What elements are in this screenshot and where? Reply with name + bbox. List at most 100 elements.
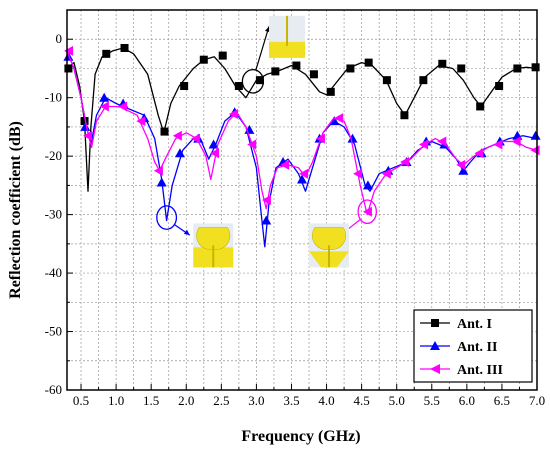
data-point-ant-1 bbox=[218, 51, 227, 60]
legend-label-ant-3: Ant. III bbox=[457, 363, 503, 378]
legend-entry-ant-2: Ant. II bbox=[420, 340, 497, 355]
highlight-circle-1 bbox=[241, 68, 265, 94]
data-point-ant-2 bbox=[261, 215, 272, 225]
data-point-ant-1 bbox=[64, 64, 73, 73]
x-tick-label: 1.0 bbox=[108, 393, 124, 408]
highlight-circle-2 bbox=[156, 205, 178, 230]
x-tick-label: 2.0 bbox=[178, 393, 194, 408]
x-tick-label: 2.5 bbox=[213, 393, 229, 408]
data-point-ant-3 bbox=[474, 148, 484, 159]
data-point-ant-1 bbox=[292, 61, 301, 70]
data-point-ant-2 bbox=[297, 174, 307, 184]
data-point-ant-3 bbox=[99, 101, 109, 112]
antenna-three-inset bbox=[309, 223, 350, 268]
y-tick-label: 0 bbox=[56, 31, 63, 46]
data-point-ant-3 bbox=[83, 130, 93, 141]
monopole-strip bbox=[286, 15, 289, 46]
x-tick-label: 5.0 bbox=[389, 393, 405, 408]
data-point-ant-1 bbox=[457, 64, 466, 73]
legend-entry-ant-3: Ant. III bbox=[420, 363, 503, 378]
x-tick-label: 4.0 bbox=[318, 393, 334, 408]
data-point-ant-3 bbox=[136, 116, 146, 127]
data-point-ant-2 bbox=[347, 133, 358, 143]
data-point-ant-1 bbox=[382, 76, 391, 85]
antenna-one-inset bbox=[269, 15, 306, 58]
highlight-circle-3 bbox=[357, 199, 378, 225]
data-point-ant-3 bbox=[362, 206, 372, 217]
data-point-ant-3 bbox=[153, 165, 163, 176]
data-point-ant-2 bbox=[63, 51, 74, 61]
legend-label-ant-1: Ant. I bbox=[457, 317, 492, 332]
data-point-ant-3 bbox=[261, 195, 271, 205]
data-point-ant-1 bbox=[255, 76, 264, 85]
data-point-ant-3 bbox=[493, 139, 503, 150]
y-tick-label: -40 bbox=[45, 265, 62, 280]
x-tick-label: 4.5 bbox=[354, 393, 370, 408]
data-point-ant-3 bbox=[172, 130, 182, 141]
series-line-ant-1 bbox=[66, 47, 538, 192]
series-line-ant-3 bbox=[66, 50, 538, 216]
legend-label-ant-2: Ant. II bbox=[457, 340, 497, 355]
data-point-ant-1 bbox=[102, 49, 111, 58]
y-tick-label: -10 bbox=[45, 90, 62, 105]
data-point-ant-3 bbox=[118, 101, 128, 112]
data-point-ant-2 bbox=[329, 116, 340, 126]
data-point-ant-3 bbox=[280, 159, 290, 170]
legend-marker-ant-1 bbox=[431, 319, 439, 327]
data-point-ant-1 bbox=[346, 64, 355, 73]
data-point-ant-3 bbox=[247, 139, 257, 150]
x-tick-label: 1.5 bbox=[143, 393, 159, 408]
data-point-ant-2 bbox=[174, 148, 185, 158]
data-point-ant-3 bbox=[419, 139, 429, 150]
data-point-ant-1 bbox=[160, 127, 169, 136]
data-point-ant-3 bbox=[191, 133, 201, 144]
x-tick-label: 6.0 bbox=[459, 393, 475, 408]
data-point-ant-3 bbox=[334, 113, 344, 124]
data-point-ant-2 bbox=[244, 124, 255, 134]
x-tick-label: 6.5 bbox=[494, 393, 510, 408]
legend: Ant. I Ant. II Ant. III bbox=[413, 309, 533, 383]
data-point-ant-2 bbox=[208, 139, 219, 149]
data-point-ant-3 bbox=[299, 168, 309, 179]
x-tick-label: 3.0 bbox=[248, 393, 264, 408]
data-point-ant-2 bbox=[512, 130, 523, 140]
data-point-ant-3 bbox=[456, 159, 466, 170]
series-ant-3 bbox=[64, 45, 540, 217]
data-point-ant-3 bbox=[353, 168, 363, 179]
data-point-ant-1 bbox=[199, 55, 208, 64]
y-tick-label: -30 bbox=[45, 207, 62, 222]
x-tick-label: 0.5 bbox=[73, 393, 89, 408]
data-point-ant-1 bbox=[495, 82, 504, 90]
data-point-ant-1 bbox=[513, 64, 522, 73]
plot-frame bbox=[66, 9, 538, 391]
data-point-ant-1 bbox=[120, 44, 129, 52]
y-tick-label: -20 bbox=[45, 148, 62, 163]
annotation-arrowhead-2 bbox=[183, 229, 190, 236]
data-point-ant-2 bbox=[362, 180, 373, 190]
data-point-ant-3 bbox=[64, 45, 74, 56]
annotation-arrow-1 bbox=[255, 26, 270, 71]
x-tick-label: 3.5 bbox=[283, 393, 299, 408]
data-point-ant-2 bbox=[99, 92, 110, 102]
x-tick-labels: 0.5 1.0 1.5 2.0 2.5 3.0 3.5 4.0 4.5 5.0 5.5 6.0 6.5 7… bbox=[73, 393, 545, 408]
x-axis-title: Frequency (GHz) bbox=[241, 428, 360, 445]
annotations bbox=[156, 26, 378, 236]
data-point-ant-2 bbox=[80, 121, 91, 131]
data-point-ant-1 bbox=[438, 59, 447, 68]
data-point-ant-2 bbox=[156, 177, 167, 187]
data-point-ant-1 bbox=[400, 111, 409, 120]
y-tick-labels: 0 -10 -20 -30 -40 -50 -60 bbox=[45, 31, 62, 397]
antenna-two-inset bbox=[193, 223, 234, 268]
legend-marker-ant-2 bbox=[430, 341, 440, 350]
data-point-ant-1 bbox=[309, 70, 318, 79]
y-tick-label: -60 bbox=[45, 382, 62, 397]
series-line-ant-2 bbox=[66, 50, 538, 248]
data-point-ant-3 bbox=[530, 145, 540, 156]
data-point-ant-1 bbox=[180, 82, 189, 90]
data-point-ant-2 bbox=[530, 130, 541, 140]
legend-entry-ant-1: Ant. I bbox=[420, 317, 492, 332]
data-point-ant-3 bbox=[381, 168, 391, 179]
data-point-ant-3 bbox=[210, 148, 220, 159]
y-tick-label: -50 bbox=[45, 324, 62, 339]
data-point-ant-3 bbox=[228, 109, 238, 120]
